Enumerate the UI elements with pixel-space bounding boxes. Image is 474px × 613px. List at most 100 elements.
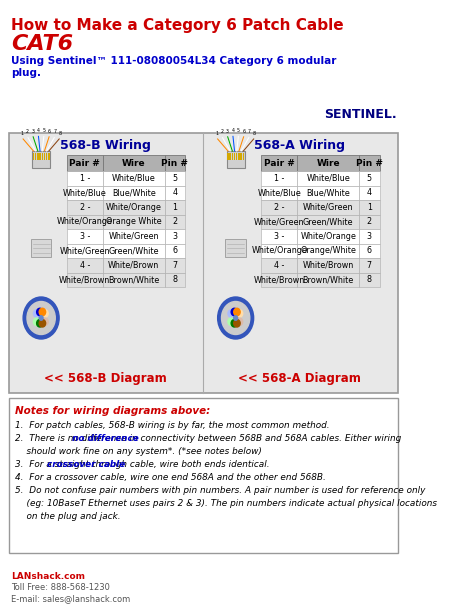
Bar bbox=[103, 171, 164, 186]
Text: Using Sentinel™ 111-08080054L34 Category 6 modular
plug.: Using Sentinel™ 111-08080054L34 Category… bbox=[11, 56, 337, 78]
Text: 3.  For a straight through cable, wire both ends identical.: 3. For a straight through cable, wire bo… bbox=[15, 460, 269, 469]
Bar bbox=[164, 273, 185, 287]
Text: Pair #: Pair # bbox=[70, 159, 100, 167]
Text: 1: 1 bbox=[367, 203, 372, 211]
Text: 2.  There is no difference in connectivity between 568B and 568A cables. Either : 2. There is no difference in connectivit… bbox=[15, 434, 401, 443]
Bar bbox=[297, 273, 359, 287]
Bar bbox=[359, 155, 380, 171]
Bar bbox=[240, 153, 242, 160]
Bar bbox=[243, 153, 244, 160]
Text: White/Brown: White/Brown bbox=[59, 275, 110, 284]
Bar bbox=[32, 151, 50, 167]
Text: White/Orange: White/Orange bbox=[57, 217, 113, 226]
Text: White/Green: White/Green bbox=[60, 246, 110, 255]
Circle shape bbox=[234, 319, 240, 327]
Circle shape bbox=[234, 308, 240, 316]
Circle shape bbox=[231, 308, 237, 316]
Text: 8: 8 bbox=[173, 275, 177, 284]
Text: SENTINEL.: SENTINEL. bbox=[324, 108, 397, 121]
Text: White/Brown: White/Brown bbox=[108, 261, 159, 270]
Text: 2 -: 2 - bbox=[274, 203, 284, 211]
Bar bbox=[229, 153, 231, 160]
Text: E-mail: sales@lanshack.com: E-mail: sales@lanshack.com bbox=[11, 594, 130, 603]
Bar bbox=[67, 186, 103, 200]
Text: 6: 6 bbox=[242, 129, 246, 134]
Bar bbox=[164, 186, 185, 200]
Text: 568-A Wiring: 568-A Wiring bbox=[255, 139, 346, 152]
Text: (eg: 10BaseT Ethernet uses pairs 2 & 3). The pin numbers indicate actual physica: (eg: 10BaseT Ethernet uses pairs 2 & 3).… bbox=[15, 499, 437, 508]
Text: 8: 8 bbox=[253, 131, 256, 136]
Text: How to Make a Category 6 Patch Cable: How to Make a Category 6 Patch Cable bbox=[11, 18, 344, 33]
Text: LANshack.com: LANshack.com bbox=[11, 572, 85, 581]
Circle shape bbox=[36, 319, 43, 327]
Text: White/Green: White/Green bbox=[109, 232, 159, 241]
Text: Pin #: Pin # bbox=[356, 159, 383, 167]
Bar bbox=[103, 186, 164, 200]
Bar bbox=[359, 273, 380, 287]
Bar bbox=[9, 133, 398, 393]
Text: 7: 7 bbox=[172, 261, 177, 270]
Text: Orange White: Orange White bbox=[106, 217, 162, 226]
Bar bbox=[359, 171, 380, 186]
Text: Green/White: Green/White bbox=[303, 217, 354, 226]
Bar bbox=[103, 229, 164, 243]
Circle shape bbox=[218, 297, 254, 339]
Circle shape bbox=[39, 308, 46, 316]
Bar bbox=[9, 398, 398, 553]
Bar bbox=[232, 153, 233, 160]
Text: 7: 7 bbox=[53, 129, 56, 134]
Bar bbox=[359, 215, 380, 229]
Bar bbox=[261, 215, 297, 229]
Bar bbox=[359, 229, 380, 243]
Text: 1: 1 bbox=[173, 203, 177, 211]
Text: 4: 4 bbox=[367, 188, 372, 197]
Text: 4.  For a crossover cable, wire one end 568A and the other end 568B.: 4. For a crossover cable, wire one end 5… bbox=[15, 473, 326, 482]
Circle shape bbox=[231, 319, 237, 327]
Bar bbox=[359, 186, 380, 200]
Bar bbox=[297, 155, 359, 171]
Text: 4: 4 bbox=[231, 128, 234, 133]
Bar bbox=[164, 243, 185, 258]
Text: White/Brown: White/Brown bbox=[302, 261, 354, 270]
Bar bbox=[67, 258, 103, 273]
Text: Pair #: Pair # bbox=[264, 159, 295, 167]
Text: 2: 2 bbox=[367, 217, 372, 226]
Text: White/Blue: White/Blue bbox=[257, 188, 301, 197]
Text: Pin #: Pin # bbox=[161, 159, 188, 167]
Circle shape bbox=[34, 318, 40, 326]
Bar bbox=[164, 215, 185, 229]
Bar bbox=[261, 273, 297, 287]
Bar bbox=[164, 258, 185, 273]
Bar bbox=[67, 243, 103, 258]
Bar bbox=[67, 273, 103, 287]
Circle shape bbox=[27, 302, 55, 335]
Bar bbox=[103, 273, 164, 287]
Text: Green/White: Green/White bbox=[109, 246, 159, 255]
Text: 3 -: 3 - bbox=[274, 232, 284, 241]
Text: 4 -: 4 - bbox=[274, 261, 284, 270]
Text: 8: 8 bbox=[58, 131, 62, 136]
Bar bbox=[297, 258, 359, 273]
Text: 3: 3 bbox=[367, 232, 372, 241]
Text: 4: 4 bbox=[173, 188, 177, 197]
Bar bbox=[37, 153, 38, 160]
Bar bbox=[261, 200, 297, 215]
Text: no difference: no difference bbox=[72, 434, 139, 443]
Circle shape bbox=[23, 297, 59, 339]
Circle shape bbox=[237, 318, 243, 326]
Circle shape bbox=[42, 310, 48, 318]
Bar bbox=[234, 153, 235, 160]
Text: 2: 2 bbox=[172, 217, 177, 226]
Text: White/Green: White/Green bbox=[303, 203, 354, 211]
Text: << 568-A Diagram: << 568-A Diagram bbox=[238, 372, 361, 385]
Text: Brown/White: Brown/White bbox=[108, 275, 159, 284]
Text: Notes for wiring diagrams above:: Notes for wiring diagrams above: bbox=[15, 406, 210, 416]
Text: White/Blue: White/Blue bbox=[63, 188, 107, 197]
Text: 5: 5 bbox=[237, 128, 240, 133]
Text: Blue/White: Blue/White bbox=[112, 188, 155, 197]
Text: 3: 3 bbox=[173, 232, 177, 241]
Text: 4 -: 4 - bbox=[80, 261, 90, 270]
Text: 3: 3 bbox=[226, 129, 229, 134]
Bar bbox=[227, 151, 245, 167]
Bar bbox=[103, 200, 164, 215]
